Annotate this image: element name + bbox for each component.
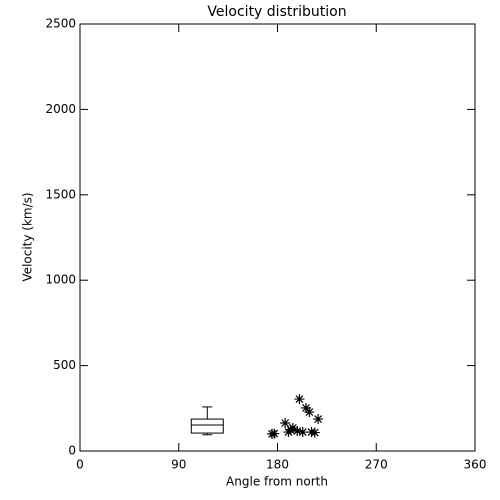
- y-tick-label: 500: [53, 358, 76, 372]
- chart-title: Velocity distribution: [207, 4, 346, 20]
- asterisk-marker: [313, 414, 324, 425]
- y-tick-label: 2500: [45, 17, 76, 31]
- asterisk-marker: [269, 428, 280, 439]
- x-tick-label: 360: [464, 458, 487, 472]
- y-tick-label: 2000: [45, 102, 76, 116]
- y-tick-label: 1500: [45, 187, 76, 201]
- x-tick-label: 90: [171, 458, 186, 472]
- asterisk-marker: [297, 427, 308, 438]
- asterisk-marker: [285, 424, 296, 435]
- y-tick-label: 0: [68, 444, 76, 458]
- y-tick-label: 1000: [45, 273, 76, 287]
- asterisk-marker: [280, 417, 291, 428]
- y-axis-label: Velocity (km/s): [21, 192, 35, 281]
- x-tick-label: 270: [365, 458, 388, 472]
- asterisk-marker: [304, 407, 315, 418]
- x-axis-label: Angle from north: [226, 475, 328, 489]
- x-tick-label: 0: [76, 458, 84, 472]
- asterisk-marker: [292, 426, 303, 437]
- asterisk-marker: [301, 402, 312, 413]
- asterisk-marker: [294, 394, 305, 405]
- asterisk-marker: [309, 427, 320, 438]
- box: [190, 418, 224, 434]
- x-tick-label: 180: [266, 458, 289, 472]
